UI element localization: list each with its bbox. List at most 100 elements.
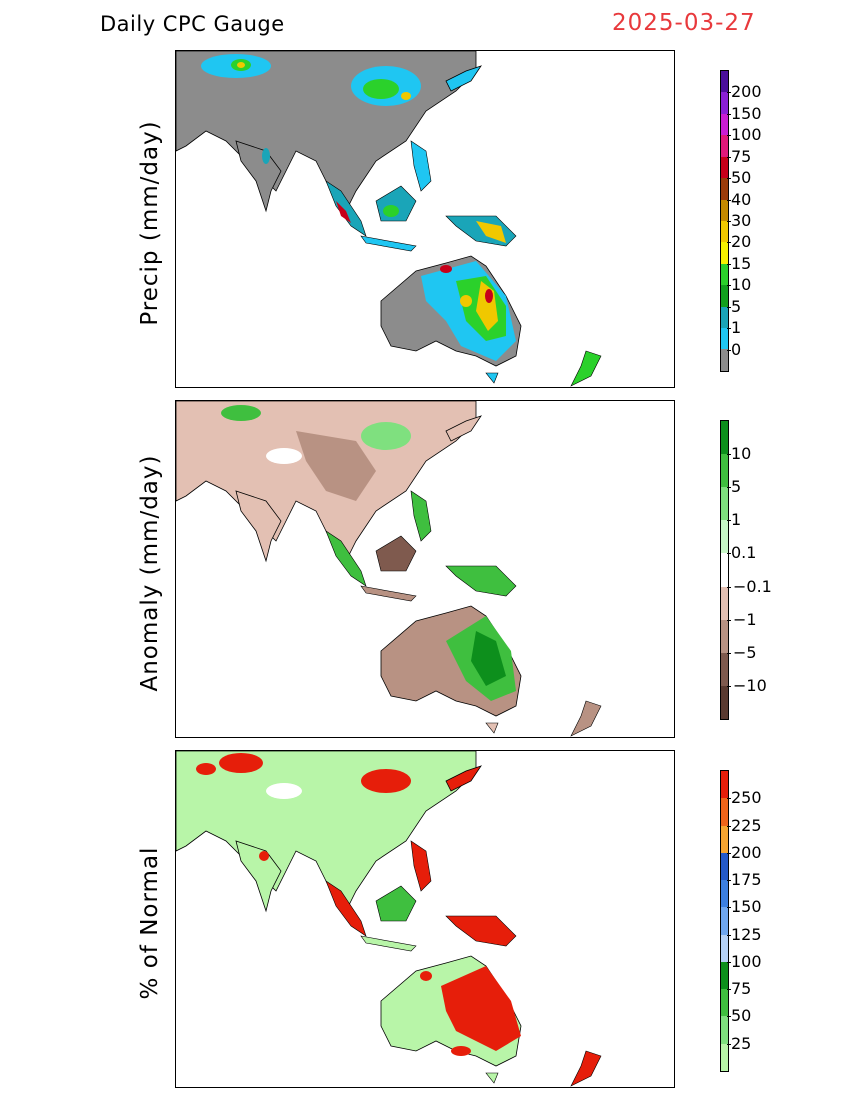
colorbar-label: 150	[731, 103, 762, 123]
colorbar-label: 20	[731, 232, 752, 252]
new-zealand	[570, 700, 602, 737]
colorbar-swatch	[721, 685, 728, 719]
anomaly-axis-label: Anomaly (mm/day)	[137, 454, 163, 692]
colorbar-swatch	[721, 798, 728, 826]
colorbar-label: 40	[731, 189, 752, 209]
colorbar-label: 0.1	[731, 543, 757, 563]
japan	[445, 415, 482, 442]
colorbar-tick	[727, 934, 731, 936]
colorbar-label: 50	[731, 1006, 752, 1026]
colorbar-label: 10	[731, 275, 752, 295]
percent-map	[176, 751, 602, 1087]
colorbar-label: 100	[731, 125, 762, 145]
colorbar-tick	[727, 178, 731, 180]
colorbar-swatch	[721, 71, 728, 93]
anomaly-map	[176, 401, 602, 737]
colorbar-tick	[727, 221, 731, 222]
tasmania	[485, 372, 499, 384]
colorbar-swatch	[721, 454, 728, 488]
colorbar-label: 150	[731, 897, 762, 917]
colorbar-label: −1	[733, 609, 757, 629]
asia-land	[176, 751, 477, 912]
colorbar-swatch	[721, 306, 728, 329]
colorbar-tick	[727, 852, 731, 854]
japan	[445, 65, 482, 92]
colorbar-tick	[727, 619, 731, 621]
precip-axis-label: Precip (mm/day)	[137, 120, 163, 326]
colorbar-tick	[727, 553, 731, 555]
colorbar-tick	[727, 798, 731, 800]
colorbar-label: 175	[731, 870, 762, 890]
colorbar-swatch	[721, 285, 728, 307]
colorbar-swatch	[721, 220, 728, 243]
colorbar-swatch	[721, 989, 728, 1017]
india	[235, 490, 282, 563]
colorbar-swatch	[721, 92, 728, 114]
tasmania	[485, 722, 499, 734]
colorbar-tick	[727, 961, 731, 963]
colorbar-label: 5	[731, 296, 742, 316]
colorbar-tick	[727, 135, 731, 137]
philippines	[410, 140, 432, 192]
colorbar-tick	[727, 454, 731, 456]
chart-title: Daily CPC Gauge	[100, 12, 285, 36]
java	[360, 935, 417, 952]
colorbar-swatch	[721, 586, 728, 620]
colorbar-tick	[727, 685, 731, 687]
colorbar-tick	[727, 328, 731, 330]
colorbar-label: 15	[731, 253, 752, 273]
colorbar-swatch	[721, 520, 728, 554]
anomaly-map-panel	[175, 400, 675, 738]
colorbar-label: 100	[731, 951, 762, 971]
colorbar-label: 1	[731, 510, 742, 530]
colorbar-tick	[727, 825, 731, 827]
colorbar-tick	[727, 306, 731, 308]
colorbar-swatch	[721, 880, 728, 908]
colorbar-tick	[727, 586, 731, 588]
colorbar-label: 200	[731, 842, 762, 862]
sumatra	[325, 180, 367, 237]
percent-axis-label: % of Normal	[137, 846, 163, 1000]
colorbar-label: 75	[731, 146, 752, 166]
colorbar-tick	[727, 880, 731, 882]
colorbar-swatch	[721, 178, 728, 200]
borneo	[375, 535, 417, 572]
borneo	[375, 885, 417, 922]
colorbar-label: 225	[731, 815, 762, 835]
colorbar-label: −10	[733, 675, 767, 695]
colorbar-label: 200	[731, 82, 762, 102]
colorbar-swatch	[721, 934, 728, 962]
colorbar-tick	[727, 92, 731, 94]
colorbar-swatch	[721, 553, 728, 587]
colorbar-label: 50	[731, 168, 752, 188]
colorbar-swatch	[721, 907, 728, 935]
colorbar-label: 5	[731, 477, 742, 497]
colorbar-label: 0	[731, 339, 742, 359]
tasmania	[485, 1072, 499, 1084]
colorbar-tick	[727, 156, 731, 158]
colorbar-tick	[727, 652, 731, 654]
colorbar-swatch	[721, 825, 728, 853]
percent-colorbar	[720, 770, 729, 1072]
colorbar-tick	[727, 907, 731, 909]
java	[360, 585, 417, 602]
colorbar-label: 1	[731, 318, 742, 338]
colorbar-tick	[727, 1016, 731, 1018]
colorbar-label: 10	[731, 444, 752, 464]
colorbar-swatch	[721, 349, 728, 371]
colorbar-swatch	[721, 652, 728, 686]
colorbar-label: 125	[731, 924, 762, 944]
colorbar-tick	[727, 242, 731, 244]
colorbar-tick	[727, 1043, 731, 1045]
sumatra	[325, 530, 367, 587]
colorbar-tick	[727, 263, 731, 265]
percent-map-panel	[175, 750, 675, 1088]
colorbar-label: 30	[731, 211, 752, 230]
colorbar-tick	[727, 989, 731, 991]
colorbar-tick	[727, 199, 731, 201]
colorbar-swatch	[721, 242, 728, 264]
philippines	[410, 490, 432, 542]
colorbar-swatch	[721, 113, 728, 136]
colorbar-swatch	[721, 1043, 728, 1071]
colorbar-label: −0.1	[733, 576, 772, 596]
